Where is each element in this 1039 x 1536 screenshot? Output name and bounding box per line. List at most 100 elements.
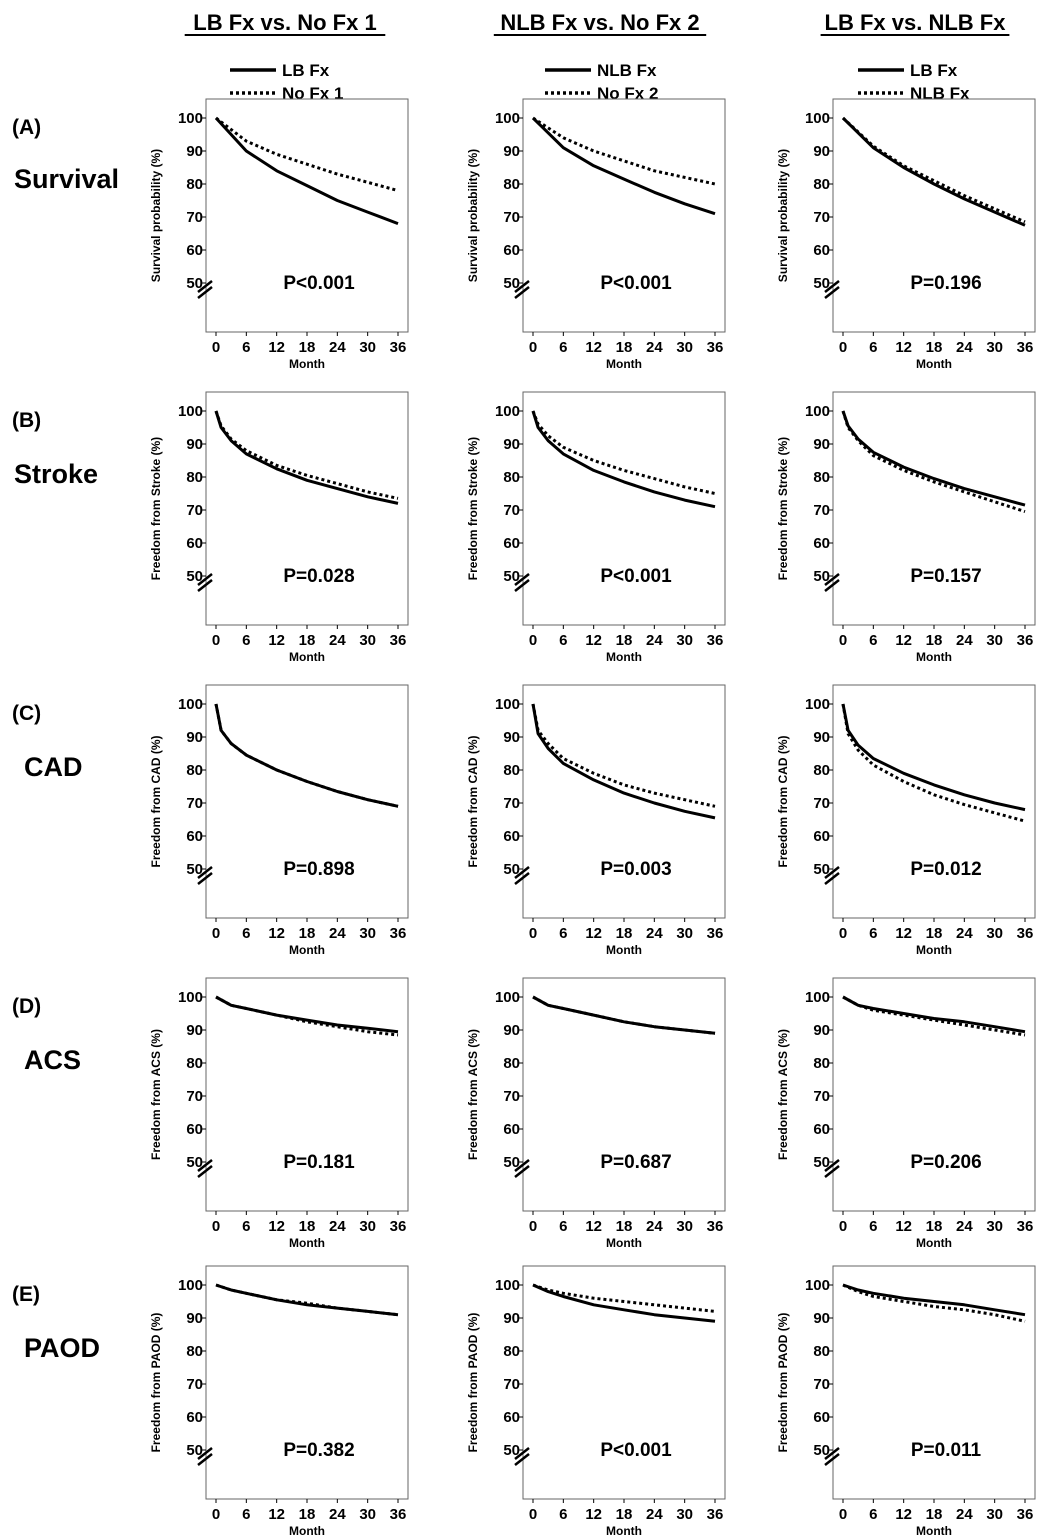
row-name-3: CAD [24, 752, 83, 782]
y-tick-label: 90 [186, 1310, 203, 1327]
series-line-no-fx-2-dotted [531, 703, 716, 808]
y-tick-label: 50 [813, 1442, 830, 1459]
x-tick-label: 6 [559, 339, 567, 356]
y-tick-label: 60 [813, 1409, 830, 1426]
y-tick-label: 50 [503, 275, 520, 292]
column-title-3: LB Fx vs. NLB Fx [825, 10, 1007, 35]
y-tick-label: 50 [813, 861, 830, 878]
x-tick-label: 6 [869, 1506, 877, 1523]
y-tick-label: 50 [186, 861, 203, 878]
y-axis-label: Freedom from PAOD (%) [466, 1313, 480, 1453]
y-tick-label: 60 [186, 535, 203, 552]
axis-break-mark [197, 1165, 213, 1178]
x-tick-label: 36 [1017, 1218, 1034, 1235]
p-value: P<0.001 [600, 273, 672, 294]
panel-r2-c3: 50 60 70 80 90 100 0 6 12 18 24 30 36 Month Freedom fr… [776, 391, 1036, 664]
axis-break-mark [514, 1159, 530, 1172]
x-tick-label: 30 [359, 632, 376, 649]
y-tick-label: 60 [186, 1409, 203, 1426]
x-axis-label: Month [289, 650, 325, 664]
x-tick-label: 6 [869, 632, 877, 649]
panel-r4-c1: 50 60 70 80 90 100 0 6 12 18 24 30 36 Month Freedom fr… [149, 977, 409, 1250]
axis-break-mark [197, 1159, 213, 1172]
p-value: P<0.001 [283, 273, 355, 294]
x-tick-label: 18 [926, 1506, 943, 1523]
x-axis-label: Month [606, 1524, 642, 1536]
x-tick-label: 6 [869, 1218, 877, 1235]
p-value: P=0.012 [910, 859, 981, 880]
y-tick-label: 90 [813, 1022, 830, 1039]
x-tick-label: 30 [359, 925, 376, 942]
axis-break-mark [824, 573, 840, 586]
row-name-5: PAOD [24, 1333, 100, 1363]
x-axis-label: Month [916, 650, 952, 664]
row-label-3: (C) [12, 702, 41, 725]
x-tick-label: 12 [268, 1506, 285, 1523]
axis-break-mark [197, 1447, 213, 1460]
y-tick-label: 60 [186, 242, 203, 259]
y-tick-label: 90 [186, 729, 203, 746]
x-tick-label: 12 [895, 632, 912, 649]
y-tick-label: 100 [805, 110, 830, 127]
y-tick-label: 100 [495, 1277, 520, 1294]
x-tick-label: 36 [707, 339, 724, 356]
x-tick-label: 12 [585, 1218, 602, 1235]
y-tick-label: 60 [813, 242, 830, 259]
x-tick-label: 36 [1017, 1506, 1034, 1523]
x-tick-label: 12 [268, 339, 285, 356]
legend-label-dotted: No Fx 1 [282, 84, 343, 103]
axis-break-mark [824, 579, 840, 592]
x-tick-label: 12 [895, 1218, 912, 1235]
x-axis-label: Month [606, 357, 642, 371]
y-tick-label: 100 [805, 403, 830, 420]
x-tick-label: 12 [268, 632, 285, 649]
x-tick-label: 0 [529, 632, 537, 649]
y-tick-label: 100 [178, 989, 203, 1006]
x-tick-label: 36 [390, 1218, 407, 1235]
y-tick-label: 50 [186, 568, 203, 585]
series-line-nlb-fx-solid [531, 116, 716, 216]
y-tick-label: 90 [813, 1310, 830, 1327]
y-tick-label: 80 [186, 176, 203, 193]
series-line-no-fx-1-dotted [214, 410, 399, 500]
x-tick-label: 36 [707, 632, 724, 649]
y-tick-label: 60 [813, 1121, 830, 1138]
y-tick-label: 100 [178, 403, 203, 420]
y-axis-label: Freedom from ACS (%) [776, 1029, 790, 1160]
x-tick-label: 36 [707, 1506, 724, 1523]
x-tick-label: 6 [869, 339, 877, 356]
x-tick-label: 24 [646, 632, 663, 649]
x-tick-label: 36 [390, 632, 407, 649]
y-tick-label: 100 [178, 110, 203, 127]
panel-r1-c3: 50 60 70 80 90 100 0 6 12 18 24 30 36 Month Survival p… [776, 98, 1036, 371]
legend-label-solid: LB Fx [282, 61, 330, 80]
y-tick-label: 70 [813, 209, 830, 226]
y-tick-label: 70 [813, 795, 830, 812]
y-tick-label: 90 [503, 143, 520, 160]
legend-label-solid: LB Fx [910, 61, 958, 80]
x-tick-label: 30 [986, 339, 1003, 356]
x-tick-label: 18 [299, 1218, 316, 1235]
x-tick-label: 24 [646, 1218, 663, 1235]
x-tick-label: 0 [839, 632, 847, 649]
plot-frame [205, 977, 409, 1212]
x-axis-label: Month [289, 357, 325, 371]
y-tick-label: 70 [503, 209, 520, 226]
x-tick-label: 24 [646, 1506, 663, 1523]
series-line-no-fx-2-dotted [531, 410, 716, 495]
x-axis-label: Month [606, 943, 642, 957]
x-tick-label: 36 [390, 1506, 407, 1523]
plot-frame [205, 391, 409, 626]
series-line-no-fx-2-dotted [532, 116, 716, 186]
y-tick-label: 60 [503, 1409, 520, 1426]
x-axis-label: Month [916, 943, 952, 957]
axis-break-mark [197, 872, 213, 885]
x-tick-label: 30 [986, 1218, 1003, 1235]
plot-frame [522, 977, 726, 1212]
y-tick-label: 50 [186, 1154, 203, 1171]
legend-label-solid: NLB Fx [597, 61, 657, 80]
x-axis-label: Month [916, 1524, 952, 1536]
x-tick-label: 18 [926, 1218, 943, 1235]
series-line-lb-fx-solid [841, 116, 1026, 227]
panel-r1-c2: 50 60 70 80 90 100 0 6 12 18 24 30 36 Month Survival p… [466, 98, 726, 371]
